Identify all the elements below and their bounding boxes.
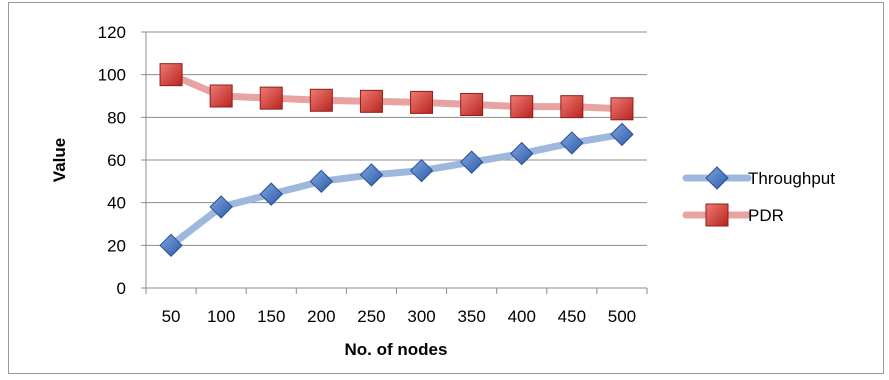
x-tick-label: 400 [508,307,536,326]
x-tick-label: 450 [558,307,586,326]
legend-marker-pdr [705,203,729,227]
data-point-throughput [409,158,434,183]
data-point-throughput [309,169,334,194]
x-tick-label: 500 [608,307,636,326]
data-point-pdr [159,63,183,87]
data-point-pdr [610,97,634,121]
series-line-pdr [167,71,626,113]
data-point-pdr [209,84,233,108]
data-point-throughput [359,163,384,187]
x-tick-label: 350 [457,307,485,326]
data-point-pdr [259,86,283,110]
y-tick-label: 20 [107,236,126,255]
data-point-pdr [460,93,484,117]
data-point-pdr [359,89,383,113]
data-point-throughput [560,131,584,155]
data-point-pdr [410,90,434,114]
y-tick-label: 40 [107,194,126,213]
data-point-pdr [510,95,534,119]
x-tick-label: 50 [162,307,181,326]
legend-marker-throughput [705,166,729,190]
x-tick-label: 200 [307,307,335,326]
y-tick-label: 0 [117,279,126,298]
legend-label-throughput: Throughput [748,169,835,188]
y-tick-label: 80 [107,108,126,127]
data-point-pdr [309,88,333,112]
data-point-throughput [610,122,634,147]
x-tick-label: 300 [407,307,435,326]
data-point-throughput [510,141,534,166]
axes: 0 20 40 60 80 100 120 50 100 150 200 250 300 350 400 45… [98,23,648,326]
x-tick-label: 250 [357,307,385,326]
x-tick-label: 100 [207,307,235,326]
data-point-throughput [209,195,233,219]
legend-label-pdr: PDR [748,206,784,225]
y-tick-label: 120 [98,23,126,42]
series-line-throughput [167,130,626,249]
series [159,63,634,258]
data-point-throughput [459,150,484,174]
data-point-throughput [159,233,183,258]
y-tick-label: 60 [107,151,126,170]
data-point-throughput [259,182,283,206]
chart-frame [8,2,884,374]
legend: Throughput PDR [682,166,835,227]
x-tick-label: 150 [257,307,285,326]
y-tick-label: 100 [98,66,126,85]
y-axis-title: Value [50,138,69,182]
x-axis-title: No. of nodes [345,340,448,359]
data-point-pdr [560,95,584,119]
